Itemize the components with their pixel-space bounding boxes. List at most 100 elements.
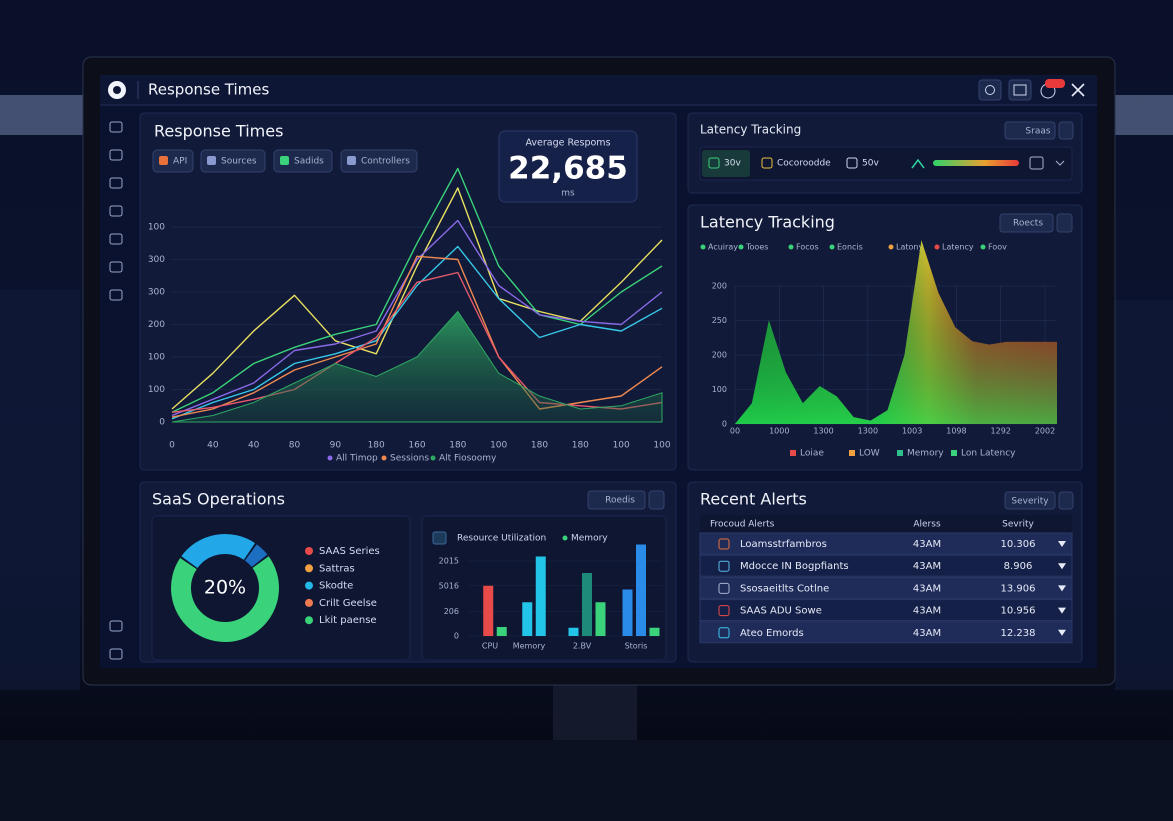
y-tick-label: 250 xyxy=(712,316,727,325)
response-chart: 0 100 100 200 300 300 100 0 40 40 80 90 180 160 180 100… xyxy=(148,167,671,464)
chip-label: Controllers xyxy=(361,157,410,167)
table-row[interactable] xyxy=(699,621,1073,644)
filter-chip[interactable] xyxy=(152,149,194,173)
donut-chart: 20% SAAS Series Sattras Skodte Crilt Geelse L… xyxy=(171,534,380,642)
window-light xyxy=(1110,95,1173,135)
legend-label: Sessions xyxy=(390,454,429,464)
chevron[interactable] xyxy=(1055,160,1065,166)
scale-button[interactable] xyxy=(1004,121,1056,140)
x-tick-label: 100 xyxy=(653,441,670,451)
legend-label: All Timop xyxy=(336,454,378,464)
row-chevron[interactable] xyxy=(1058,629,1066,636)
x-tick-label: 180 xyxy=(368,441,385,451)
x-tick-label: 180 xyxy=(572,441,589,451)
legend-dot xyxy=(738,244,744,250)
dropdown[interactable] xyxy=(1058,491,1074,510)
row-icon xyxy=(718,605,730,617)
filter-button[interactable] xyxy=(587,490,646,510)
table-row[interactable] xyxy=(699,532,1073,555)
cell: Loamsstrfambros xyxy=(740,539,827,550)
legend-dot xyxy=(888,244,894,250)
severity-button[interactable] xyxy=(1004,491,1056,510)
window-light xyxy=(0,95,90,135)
filter-chip[interactable] xyxy=(200,149,266,173)
row-chevron[interactable] xyxy=(1058,607,1066,614)
layout-icon xyxy=(1013,84,1027,96)
bar xyxy=(636,544,646,636)
dropdown[interactable] xyxy=(1058,121,1074,140)
y-tick-label: 100 xyxy=(148,223,165,233)
button-label: Roedis xyxy=(605,496,635,506)
nav-icon[interactable] xyxy=(109,620,123,632)
search-icon xyxy=(985,85,995,95)
chip-active[interactable] xyxy=(702,150,750,177)
donut-center-label: 20% xyxy=(204,577,246,599)
dropdown[interactable] xyxy=(648,490,665,510)
desk xyxy=(0,740,1173,821)
row-chevron[interactable] xyxy=(1058,541,1066,547)
legend-swatch xyxy=(849,450,855,456)
button-label: Roects xyxy=(1013,219,1043,229)
y-tick-label: 200 xyxy=(712,351,727,360)
row-chevron[interactable] xyxy=(1058,585,1066,592)
filter-chip[interactable] xyxy=(273,149,333,173)
table-row[interactable] xyxy=(699,576,1073,599)
bar xyxy=(622,589,633,636)
y-tick-label: 5016 xyxy=(439,581,459,590)
legend-dot xyxy=(562,535,568,541)
x-tick-label: Storis xyxy=(625,642,648,651)
legend-label: Foov xyxy=(988,243,1007,252)
nav-icon[interactable] xyxy=(109,233,123,245)
filter-button[interactable] xyxy=(999,213,1054,233)
chips: 30v Cocoroodde 50v xyxy=(702,150,879,177)
kpi-unit: ms xyxy=(561,189,575,199)
x-tick-label: 90 xyxy=(330,441,342,451)
legend-dot xyxy=(381,455,387,461)
nav-icon[interactable] xyxy=(109,205,123,217)
nav-icon[interactable] xyxy=(109,261,123,273)
legend-swatch xyxy=(790,450,796,456)
x-tick-label: 100 xyxy=(613,441,630,451)
cell: 13.906 xyxy=(1001,583,1036,594)
x-tick-label: 180 xyxy=(449,441,466,451)
nav-icon[interactable] xyxy=(109,149,123,161)
row-chevron[interactable] xyxy=(1058,563,1066,570)
nav-icon[interactable] xyxy=(109,289,123,301)
table-row[interactable] xyxy=(699,554,1073,577)
close-button[interactable] xyxy=(1071,83,1085,97)
x-tick-label: 1300 xyxy=(813,427,833,436)
nav-icon[interactable] xyxy=(109,177,123,189)
nav-icon[interactable] xyxy=(109,121,123,133)
cell: 10.306 xyxy=(1001,539,1036,550)
x-tick-label: 1003 xyxy=(902,427,922,436)
legend-label: Lkit paense xyxy=(319,615,377,626)
column-header: Alerss xyxy=(913,520,941,530)
y-tick-label: 200 xyxy=(148,320,165,330)
legend-swatch xyxy=(951,450,957,456)
legend-label: Skodte xyxy=(319,581,353,592)
dropdown[interactable] xyxy=(1056,213,1073,233)
bar xyxy=(535,556,546,636)
trend-arrow xyxy=(911,158,925,169)
search-button[interactable] xyxy=(978,79,1002,101)
legend-dot xyxy=(327,455,333,461)
legend-label: SAAS Series xyxy=(319,546,380,557)
filter-chip[interactable] xyxy=(340,149,418,173)
legend-dot xyxy=(430,455,436,461)
layout-button[interactable] xyxy=(1008,79,1032,101)
table-row[interactable] xyxy=(699,599,1073,622)
expand-icon[interactable] xyxy=(1029,156,1044,170)
row-icon xyxy=(718,582,730,594)
row-icon xyxy=(718,560,730,572)
y-tick-label: 206 xyxy=(444,607,459,616)
nav-icon[interactable] xyxy=(109,648,123,660)
x-tick-label: 00 xyxy=(730,427,740,436)
column-header: Frocoud Alerts xyxy=(710,520,775,530)
chip-label: API xyxy=(173,157,187,167)
panel-title: Latency Tracking xyxy=(700,123,801,137)
y-tick-label: 2015 xyxy=(439,557,459,566)
column-header: Sevrity xyxy=(1002,520,1034,530)
chip-icon xyxy=(159,156,168,165)
chip-label: 30v xyxy=(724,159,741,169)
